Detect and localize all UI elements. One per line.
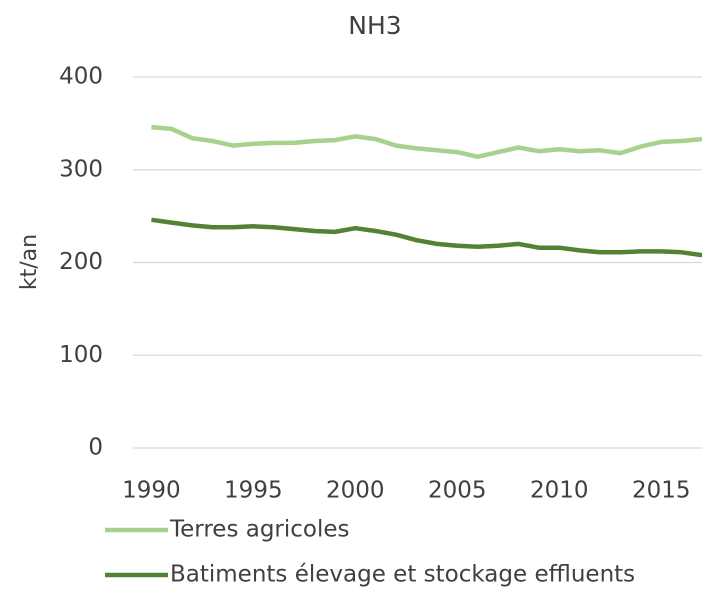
y-axis-label: kt/an [17, 234, 42, 290]
x-tick-label: 1990 [122, 478, 181, 504]
x-tick-label: 2010 [530, 478, 589, 504]
x-tick-label: 1995 [224, 478, 283, 504]
y-tick-label: 300 [59, 156, 103, 182]
y-tick-label: 100 [59, 342, 103, 368]
data-line [151, 124, 702, 160]
y-tick-label: 400 [59, 64, 103, 90]
chart-title: NH3 [348, 11, 401, 40]
y-tick-label: 0 [88, 435, 103, 461]
x-tick-label: 2000 [326, 478, 385, 504]
legend-label: Batiments élevage et stockage effluents [170, 562, 635, 588]
y-tick-label: 200 [59, 249, 103, 275]
x-tick-label: 2005 [428, 478, 487, 504]
legend-label: Terres agricoles [169, 517, 350, 543]
data-line [151, 217, 702, 258]
x-tick-label: 2015 [632, 478, 691, 504]
